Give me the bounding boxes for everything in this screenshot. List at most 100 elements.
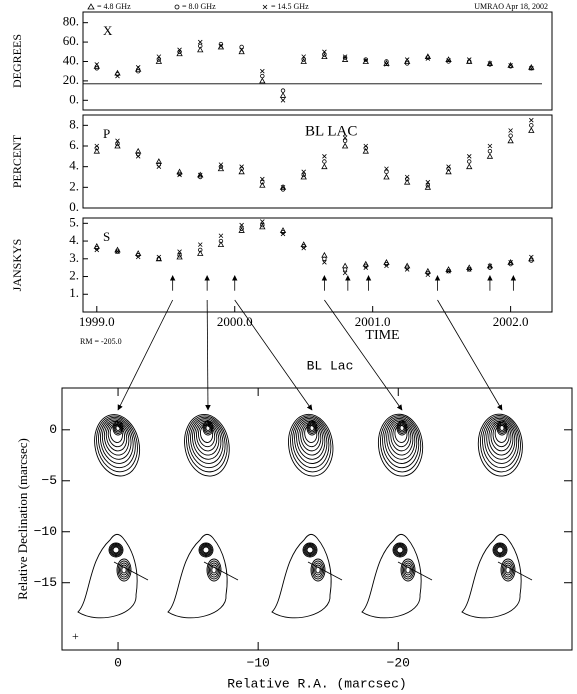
contour [494,424,508,443]
data-point [135,65,141,70]
data-point [197,172,203,178]
data-point [115,138,120,144]
data-point [341,262,349,269]
epoch-link [324,299,403,411]
data-point [322,52,327,57]
x-tick-label: 1999.0 [79,314,115,329]
data-point [134,147,142,154]
contour [302,542,318,558]
x-tick-label: 2002.0 [493,314,529,329]
contour [311,560,325,580]
source-label: UMRAO Apr 18, 2002 [474,2,548,11]
data-point [156,254,162,260]
data-point [93,243,100,249]
data-point [134,250,142,256]
y-axis-label: Relative Declination (marcsec) [15,438,30,600]
data-point [363,265,369,270]
y-tick-label: 0 [49,422,57,437]
data-point [321,251,328,258]
contour [110,544,122,556]
contour [271,533,332,619]
data-point [384,59,389,64]
contour [194,420,220,456]
data-point [321,163,328,170]
contour [202,546,210,554]
data-point [342,267,348,272]
data-point [239,44,244,50]
contour [201,545,211,555]
y-tick-label: 2. [69,268,79,283]
data-point [197,46,204,53]
contour [396,420,408,436]
data-point [260,73,265,79]
epoch-link [234,299,313,411]
data-point [404,57,410,62]
data-point [403,178,411,185]
data-point [115,73,120,79]
origin-marker: + [72,629,79,643]
contour [288,413,334,477]
y-tick-label: 4. [69,158,79,173]
contour [499,425,505,431]
data-point [487,148,493,154]
y-axis-label: JANSKYS [10,239,24,292]
data-point [260,179,265,185]
data-point [156,164,162,169]
contour [207,560,221,580]
jet-axis [113,561,149,581]
data-point [342,270,348,276]
contour [305,545,315,555]
data-point [425,55,431,60]
data-point [342,54,348,59]
contour [109,543,123,557]
x-tick-label: −10 [246,655,269,670]
contour [401,560,415,580]
data-point [239,226,244,231]
data-point [467,267,472,272]
data-point [135,154,141,159]
contour [477,413,523,477]
y-tick-label: 4. [69,232,79,247]
data-point [486,153,494,159]
jet-axis [307,561,343,581]
data-point [94,143,100,149]
data-point [322,159,327,164]
contour [205,425,211,431]
data-point [260,68,265,74]
contour [294,418,328,464]
contour [188,416,226,469]
data-point [177,171,182,177]
contour [111,545,121,555]
jet-axis [497,561,533,581]
data-point [218,162,224,167]
contour [395,545,405,555]
data-point [155,158,163,164]
chart-title: BL Lac [307,358,354,373]
contour [192,419,222,460]
contour [112,420,124,436]
data-point [342,138,348,144]
epoch-link [117,299,174,411]
data-point [279,184,287,190]
contour [204,423,212,433]
contour [103,420,130,456]
data-point [425,56,431,61]
contour [190,418,224,464]
annotation: RM = -205.0 [80,337,122,346]
data-point [322,154,327,159]
data-point [384,169,389,175]
data-point [197,242,203,247]
data-point [280,185,286,190]
contour [100,418,134,464]
data-point [94,62,100,67]
contour [398,423,406,433]
contour [98,416,136,469]
data-point [322,260,327,265]
contour [199,543,213,557]
data-point [94,66,99,71]
data-point [238,168,245,175]
data-point [259,77,266,84]
data-point [446,164,451,169]
data-point [425,272,431,278]
y-tick-label: 0. [69,91,79,106]
